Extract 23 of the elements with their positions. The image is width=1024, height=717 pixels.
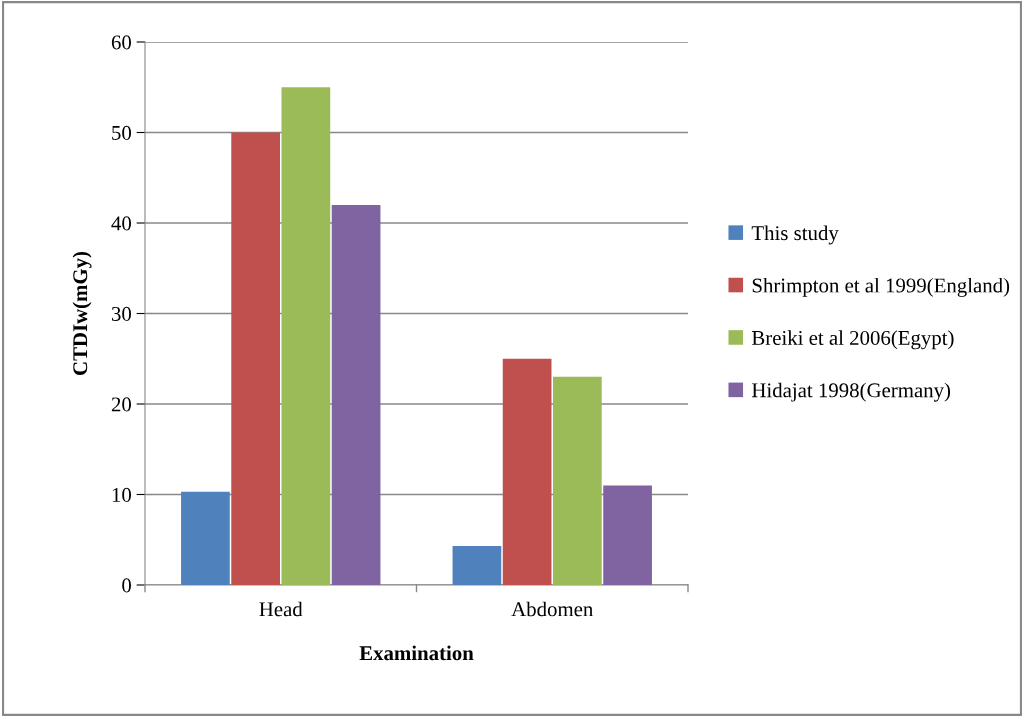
- bar: [502, 358, 552, 585]
- y-tick-label: 10: [112, 487, 132, 502]
- legend-label: This study: [751, 225, 839, 245]
- y-tick-label: 60: [111, 35, 132, 50]
- bar: [281, 87, 331, 585]
- bar: [331, 204, 381, 585]
- bar: [452, 546, 502, 585]
- y-tick-label: 40: [111, 216, 132, 231]
- x-axis-title: Examination: [359, 645, 474, 661]
- legend-label: Hidajat 1998(Germany): [751, 382, 951, 402]
- x-tick-label: Head: [259, 601, 303, 617]
- bar: [181, 491, 230, 585]
- y-tick-label: 0: [122, 578, 132, 593]
- y-tick-label: 30: [111, 306, 132, 321]
- legend-label: Shrimpton et al 1999(England): [752, 277, 1010, 297]
- y-axis-title: CTDIw(mGy): [72, 251, 92, 375]
- y-tick-label: 50: [112, 125, 132, 140]
- legend-label: Breiki et al 2006(Egypt): [751, 330, 954, 350]
- y-tick-label: 20: [111, 397, 132, 412]
- bar: [553, 376, 602, 585]
- bar: [603, 485, 652, 585]
- bar: [231, 132, 280, 585]
- x-tick-label: Abdomen: [511, 601, 594, 617]
